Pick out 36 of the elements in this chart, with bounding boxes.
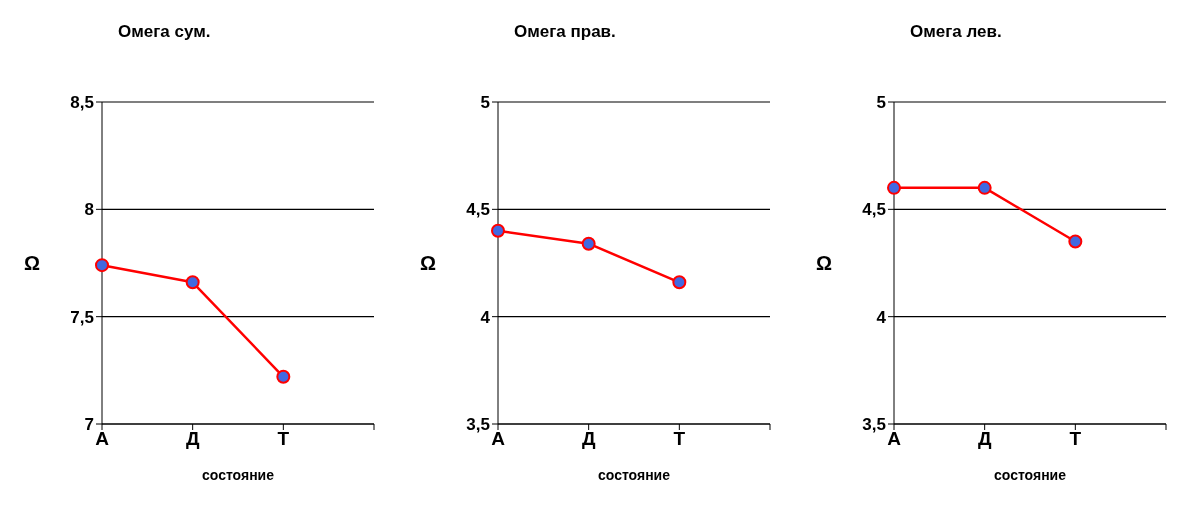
- chart-title: Омега прав.: [514, 22, 616, 42]
- chart-title: Омега сум.: [118, 22, 211, 42]
- point: [276, 369, 291, 384]
- x-axis-title: состояние: [202, 467, 275, 483]
- y-tick-label: 5: [480, 93, 490, 113]
- point: [672, 275, 687, 290]
- x-tick-label: Д: [581, 428, 596, 450]
- chart-title: Омега лев.: [910, 22, 1002, 42]
- y-axis-title: Ω: [24, 252, 41, 275]
- y-tick-label: 8,5: [70, 93, 94, 113]
- y-tick-label: 5: [876, 93, 886, 113]
- y-tick-label: 7: [84, 415, 94, 435]
- x-tick-label: А: [887, 428, 902, 450]
- y-tick-label: 3,5: [466, 415, 490, 435]
- y-tick-label: 7,5: [70, 307, 94, 327]
- x-tick-label: Т: [1069, 428, 1082, 450]
- point: [185, 275, 200, 290]
- x-tick-label: Т: [673, 428, 686, 450]
- x-axis-title: состояние: [994, 467, 1067, 483]
- y-tick-label: 4: [480, 307, 491, 327]
- x-tick-label: Д: [185, 428, 200, 450]
- y-tick-label: 4,5: [466, 200, 490, 220]
- point: [95, 258, 109, 273]
- y-tick-label: 3,5: [862, 415, 886, 435]
- y-tick-label: 4: [876, 307, 887, 327]
- y-tick-label: 4,5: [862, 200, 886, 220]
- y-axis-title: Ω: [816, 252, 833, 275]
- y-axis-title: Ω: [420, 252, 437, 275]
- x-tick-label: Т: [277, 428, 290, 450]
- y-tick-label: 8: [84, 200, 94, 220]
- x-tick-label: А: [95, 428, 110, 450]
- point: [491, 223, 505, 238]
- x-tick-label: Д: [977, 428, 992, 450]
- x-tick-label: А: [491, 428, 506, 450]
- point: [581, 236, 596, 251]
- x-axis-title: состояние: [598, 467, 671, 483]
